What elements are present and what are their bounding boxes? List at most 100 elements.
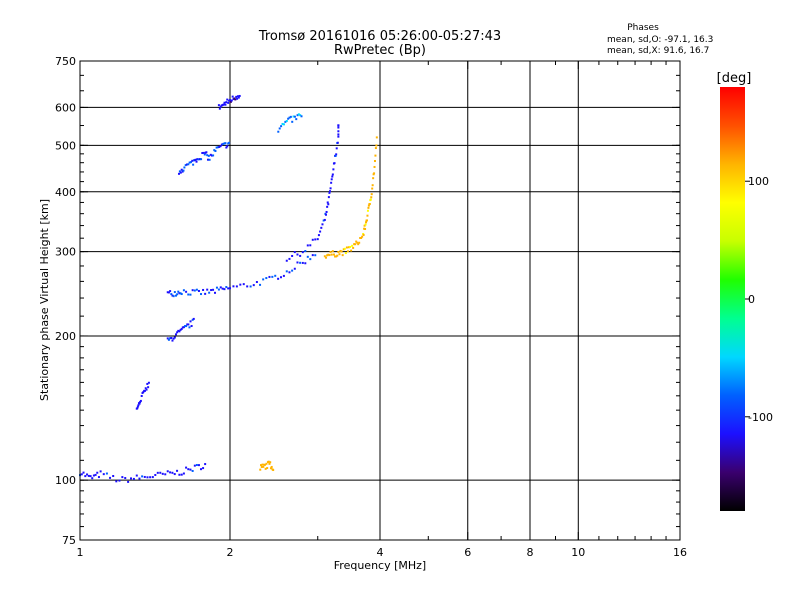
- data-point: [170, 293, 173, 296]
- data-point: [314, 238, 317, 241]
- data-point: [285, 259, 288, 262]
- data-point: [219, 105, 222, 108]
- data-point: [301, 261, 304, 264]
- data-point: [361, 235, 364, 238]
- data-point: [215, 146, 218, 149]
- data-point: [135, 474, 138, 477]
- data-point: [326, 201, 329, 204]
- data-point: [184, 325, 187, 328]
- data-point: [137, 404, 140, 407]
- y-tick-label: 75: [62, 534, 76, 547]
- data-point: [115, 480, 118, 483]
- data-point: [198, 158, 201, 161]
- data-point: [173, 336, 176, 339]
- data-point: [154, 473, 157, 476]
- data-point: [186, 323, 189, 326]
- data-point: [232, 285, 235, 288]
- data-point: [291, 254, 294, 257]
- data-point: [191, 469, 194, 472]
- data-point: [189, 161, 192, 164]
- data-point: [147, 386, 150, 389]
- data-point: [182, 169, 185, 172]
- data-point: [373, 172, 376, 175]
- data-point: [181, 326, 184, 329]
- data-point: [142, 391, 145, 394]
- data-point: [202, 467, 205, 470]
- data-point: [328, 254, 331, 257]
- data-point: [365, 221, 368, 224]
- data-point: [174, 294, 177, 297]
- data-point: [138, 477, 141, 480]
- data-point: [309, 244, 312, 247]
- data-point: [348, 246, 351, 249]
- data-point: [178, 292, 181, 295]
- data-point: [212, 288, 215, 291]
- data-point: [324, 256, 327, 259]
- data-point: [335, 153, 338, 156]
- data-point: [354, 243, 357, 246]
- data-point: [268, 275, 271, 278]
- data-point: [334, 255, 337, 258]
- data-point: [375, 144, 378, 147]
- data-point: [96, 471, 99, 474]
- data-point: [193, 464, 196, 467]
- data-point: [187, 323, 190, 326]
- data-point: [169, 290, 172, 293]
- colorbar-ticks: 100 0 -100: [745, 175, 773, 424]
- data-point: [219, 286, 222, 289]
- phases-title: Phases: [627, 23, 659, 33]
- data-point: [269, 461, 272, 464]
- y-axis-label: Stationary phase Virtual Height [km]: [38, 199, 51, 401]
- data-point: [171, 339, 174, 342]
- data-point: [288, 257, 291, 260]
- data-point: [262, 465, 265, 468]
- data-point: [367, 204, 370, 207]
- data-point: [332, 168, 335, 171]
- data-point: [331, 250, 334, 253]
- data-point: [227, 287, 230, 290]
- data-point: [362, 233, 365, 236]
- data-point: [212, 154, 215, 157]
- data-point: [364, 223, 367, 226]
- data-point: [304, 250, 307, 253]
- data-point: [346, 250, 349, 253]
- data-point: [171, 471, 174, 474]
- data-point: [177, 290, 180, 293]
- data-point: [223, 101, 226, 104]
- data-point: [176, 331, 179, 334]
- data-point: [351, 244, 354, 247]
- plot-grid: [80, 61, 680, 540]
- data-point: [208, 158, 211, 161]
- data-point: [226, 98, 229, 101]
- data-point: [94, 473, 97, 476]
- colorbar-tick-label: 0: [748, 293, 755, 306]
- data-point: [196, 158, 199, 161]
- data-point: [213, 149, 216, 152]
- data-point: [202, 151, 205, 154]
- colorbar-tick-label: 100: [748, 175, 769, 188]
- data-point: [260, 465, 263, 468]
- phases-stats-x: mean, sd,X: 91.6, 16.7: [607, 46, 709, 56]
- data-point: [167, 291, 170, 294]
- data-point: [330, 178, 333, 181]
- data-point: [363, 224, 366, 227]
- y-tick-label: 300: [55, 246, 76, 259]
- data-point: [225, 146, 228, 149]
- data-point: [358, 241, 361, 244]
- data-point: [194, 158, 197, 161]
- data-point: [132, 477, 135, 480]
- data-point: [336, 141, 339, 144]
- data-point: [195, 160, 198, 163]
- data-point: [301, 251, 304, 254]
- data-point: [187, 163, 190, 166]
- data-point: [181, 170, 184, 173]
- data-point: [339, 249, 342, 252]
- data-point: [323, 255, 326, 258]
- data-point: [324, 213, 327, 216]
- colorbar: [720, 87, 745, 511]
- data-point: [264, 467, 267, 470]
- data-point: [195, 463, 198, 466]
- data-point: [314, 254, 317, 257]
- y-tick-label: 400: [55, 186, 76, 199]
- data-point: [289, 115, 292, 118]
